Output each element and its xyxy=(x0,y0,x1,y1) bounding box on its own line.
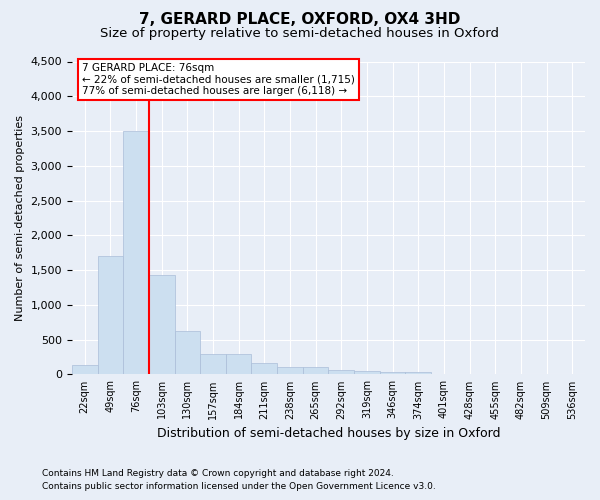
Bar xyxy=(72,366,98,374)
Bar xyxy=(251,364,277,374)
Text: Size of property relative to semi-detached houses in Oxford: Size of property relative to semi-detach… xyxy=(101,28,499,40)
X-axis label: Distribution of semi-detached houses by size in Oxford: Distribution of semi-detached houses by … xyxy=(157,427,500,440)
Text: Contains HM Land Registry data © Crown copyright and database right 2024.: Contains HM Land Registry data © Crown c… xyxy=(42,468,394,477)
Bar xyxy=(200,354,226,374)
Bar xyxy=(226,354,251,374)
Bar xyxy=(354,370,380,374)
Bar xyxy=(277,368,303,374)
Bar xyxy=(123,131,149,374)
Bar xyxy=(328,370,354,374)
Y-axis label: Number of semi-detached properties: Number of semi-detached properties xyxy=(15,115,25,321)
Bar xyxy=(380,372,406,374)
Text: Contains public sector information licensed under the Open Government Licence v3: Contains public sector information licen… xyxy=(42,482,436,491)
Bar xyxy=(303,368,328,374)
Bar xyxy=(406,372,431,374)
Bar xyxy=(175,332,200,374)
Text: 7 GERARD PLACE: 76sqm
← 22% of semi-detached houses are smaller (1,715)
77% of s: 7 GERARD PLACE: 76sqm ← 22% of semi-deta… xyxy=(82,63,355,96)
Bar xyxy=(149,275,175,374)
Text: 7, GERARD PLACE, OXFORD, OX4 3HD: 7, GERARD PLACE, OXFORD, OX4 3HD xyxy=(139,12,461,28)
Bar xyxy=(98,256,123,374)
